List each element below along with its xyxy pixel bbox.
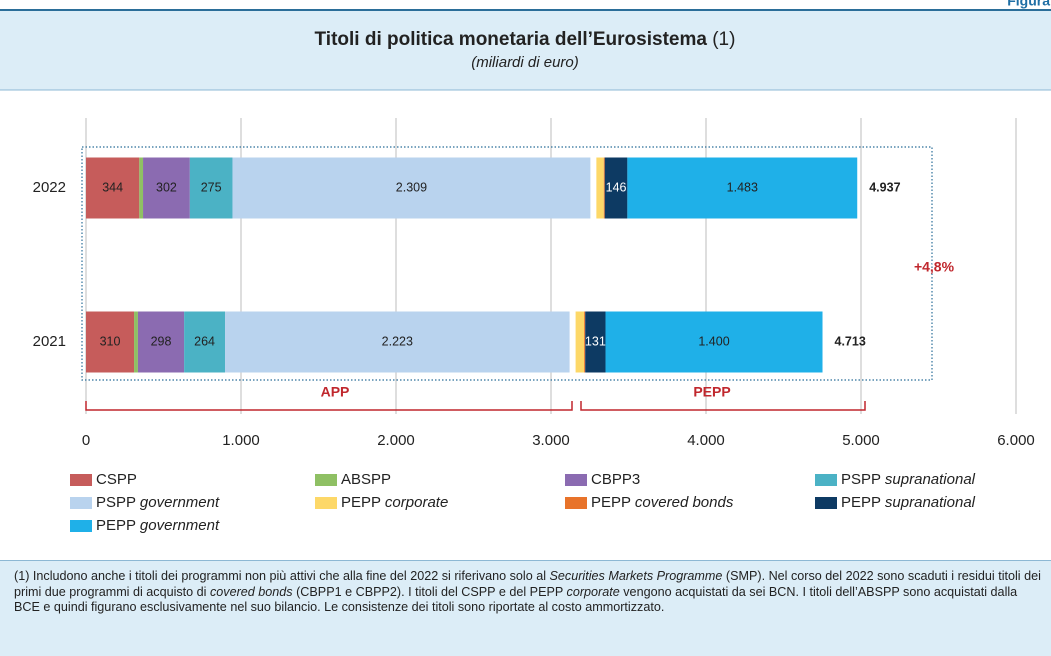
- legend-label: CSPP: [96, 471, 137, 488]
- chart-subtitle: (miliardi di euro): [471, 54, 579, 71]
- legend-label-part: corporate: [385, 494, 448, 511]
- value-label: 131: [585, 334, 606, 348]
- bar-segment: [627, 157, 858, 219]
- x-tick-label: 0: [82, 432, 90, 449]
- bar-segment: [596, 157, 604, 219]
- x-tick-label: 6.000: [997, 432, 1035, 449]
- legend-label-part: supranational: [885, 494, 976, 511]
- note-text: (SMP). Nel corso del 2022 sono scaduti i…: [14, 569, 1041, 599]
- note-text: covered bonds: [209, 584, 293, 599]
- value-label: 2.309: [396, 180, 427, 194]
- bar-segment: [134, 311, 138, 373]
- legend-label-part: PSPP: [96, 494, 140, 511]
- legend-swatch: [565, 474, 587, 486]
- note-band: [0, 560, 1051, 656]
- legend-label-part: PSPP: [841, 471, 885, 488]
- legend-label-part: PEPP: [841, 494, 885, 511]
- legend-label: PSPP supranational: [841, 471, 976, 488]
- bar-segment: [605, 311, 823, 373]
- x-tick-label: 1.000: [222, 432, 260, 449]
- value-label: 275: [201, 180, 222, 194]
- legend-label-part: covered bonds: [635, 494, 734, 511]
- x-tick-label: 2.000: [377, 432, 415, 449]
- legend-label-part: supranational: [885, 471, 976, 488]
- change-label: +4,8%: [914, 259, 955, 275]
- legend-label: PEPP government: [96, 517, 220, 534]
- value-label: 298: [151, 334, 172, 348]
- legend-swatch: [315, 474, 337, 486]
- bar-segment: [86, 311, 135, 373]
- legend-label: ABSPP: [341, 471, 391, 488]
- total-label: 4.713: [835, 334, 866, 348]
- legend-label: PEPP supranational: [841, 494, 976, 511]
- note-text: (1) Includono anche i titoli dei program…: [14, 569, 550, 583]
- value-label: 310: [100, 334, 121, 348]
- note-text: (CBPP1 e CBPP2). I titoli del CSPP e del…: [292, 584, 567, 599]
- y-tick-label: 2022: [33, 179, 66, 196]
- total-label: 4.937: [869, 180, 900, 194]
- pepp-bracket: [580, 401, 866, 411]
- legend-swatch: [815, 497, 837, 509]
- footnote: (1) Includono anche i titoli dei program…: [14, 569, 1044, 616]
- x-tick-label: 4.000: [687, 432, 725, 449]
- legend-swatch: [815, 474, 837, 486]
- title-group: Titoli di politica monetaria dell’Eurosi…: [315, 29, 736, 50]
- bar-segment: [86, 157, 140, 219]
- bar-segment: [604, 157, 628, 219]
- note-text: vengono acquistati da sei BCN. I titoli …: [14, 584, 1018, 615]
- legend-label-part: PEPP: [341, 494, 385, 511]
- legend-swatch: [565, 497, 587, 509]
- bar-segment: [184, 311, 226, 373]
- bar-segment: [189, 157, 233, 219]
- value-label: 2.223: [382, 334, 413, 348]
- legend-label: PEPP corporate: [341, 494, 448, 511]
- bar-segment: [584, 311, 586, 373]
- value-label: 146: [606, 180, 627, 194]
- title-ref: (1): [712, 29, 735, 50]
- value-label: 264: [194, 334, 215, 348]
- x-tick-label: 3.000: [532, 432, 570, 449]
- bar-segment: [137, 311, 185, 373]
- legend-label: PEPP covered bonds: [591, 494, 734, 511]
- note-text: Securities Markets Programme: [549, 569, 723, 583]
- group-label: PEPP: [693, 384, 730, 400]
- legend-swatch: [70, 520, 92, 532]
- legend-label-part: government: [140, 494, 220, 511]
- legend-label-part: PEPP: [591, 494, 635, 511]
- app-bracket: [85, 401, 573, 411]
- bar-segment: [225, 311, 570, 373]
- bar-segment: [575, 311, 585, 373]
- chart: Figura Titoli di politica monetaria dell…: [0, 0, 1051, 534]
- bar-segment: [232, 157, 591, 219]
- group-label: APP: [321, 384, 350, 400]
- y-tick-label: 2021: [33, 333, 66, 350]
- bar-segment: [143, 157, 190, 219]
- x-tick-label: 5.000: [842, 432, 880, 449]
- bars: 2022 344 302 275 2.309 146 1.483 4.937 2021 310 29…: [33, 157, 901, 373]
- bar-segment: [139, 157, 144, 219]
- bar-segment: [585, 311, 606, 373]
- corner-label: Figura: [1007, 0, 1050, 9]
- value-label: 1.483: [727, 180, 758, 194]
- header-band: [0, 10, 1051, 90]
- legend-label-part: PEPP: [96, 517, 140, 534]
- bar-segment: [603, 157, 605, 219]
- note-text: corporate: [566, 584, 620, 599]
- legend-swatch: [70, 497, 92, 509]
- value-label: 302: [156, 180, 177, 194]
- legend-label: CBPP3: [591, 471, 640, 488]
- legend-swatch: [70, 474, 92, 486]
- chart-title: Titoli di politica monetaria dell’Eurosi…: [315, 29, 708, 50]
- legend-label-part: government: [140, 517, 220, 534]
- legend-swatch: [315, 497, 337, 509]
- value-label: 1.400: [698, 334, 729, 348]
- value-label: 344: [102, 180, 123, 194]
- legend-label: PSPP government: [96, 494, 220, 511]
